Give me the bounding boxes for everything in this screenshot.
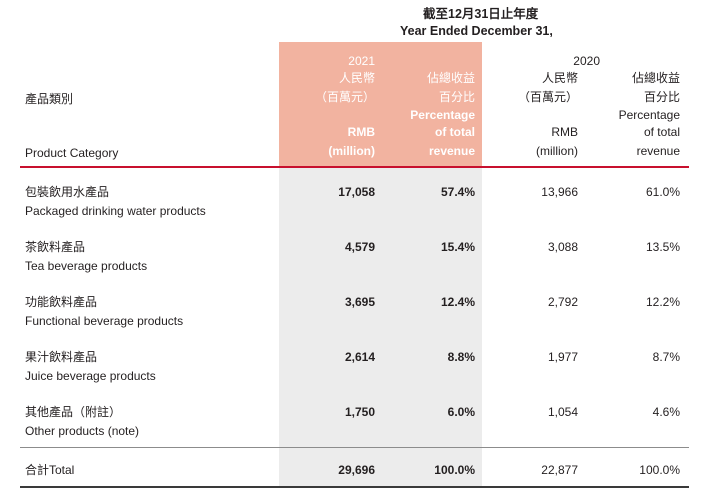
bottom-rule: [20, 486, 689, 488]
pct-zh1-2020: 佔總收益: [631, 71, 680, 85]
pct-2020-value: 13.5%: [645, 240, 680, 254]
pct-en2-2020: of total: [643, 125, 680, 139]
pct-en3-2020: revenue: [636, 144, 680, 158]
category-name-en: Juice beverage products: [25, 369, 156, 383]
category-name-zh: 茶飲料產品: [25, 240, 86, 254]
category-header-en: Product Category: [25, 146, 119, 160]
million-en-2020: (million): [536, 144, 578, 158]
total-pct-2021: 100.0%: [434, 463, 475, 477]
rmb-en-2020: RMB: [551, 125, 578, 139]
period-title-zh: 截至12月31日止年度: [423, 7, 539, 21]
pct-2021-value: 12.4%: [440, 295, 475, 309]
total-rmb-2021: 29,696: [338, 463, 375, 477]
category-name-en: Functional beverage products: [25, 314, 184, 328]
rmb-zh-2021: 人民幣: [338, 71, 375, 85]
category-name-en: Tea beverage products: [25, 259, 148, 273]
pct-zh2-2020: 百分比: [643, 90, 680, 104]
total-label: 合計Total: [25, 463, 75, 477]
pct-2021-value: 6.0%: [447, 405, 475, 419]
category-name-en: Other products (note): [25, 424, 140, 438]
highlight-2021-body: [279, 166, 482, 488]
pct-en3-2021: revenue: [428, 144, 475, 158]
category-name-zh: 功能飲料產品: [25, 295, 98, 309]
pct-zh1-2021: 佔總收益: [426, 71, 475, 85]
rmb-zh-2020: 人民幣: [541, 71, 578, 85]
rmb-2020-value: 1,054: [547, 405, 578, 419]
pct-2021-value: 15.4%: [440, 240, 475, 254]
rmb-2020-value: 2,792: [547, 295, 578, 309]
category-name-zh: 其他產品（附註）: [25, 405, 122, 419]
total-pct-2020: 100.0%: [639, 463, 680, 477]
category-name-zh: 包裝飲用水產品: [25, 185, 110, 199]
header-divider: [20, 166, 689, 168]
category-name-en: Packaged drinking water products: [25, 204, 206, 218]
rmb-2021-value: 2,614: [344, 350, 375, 364]
pct-2021-value: 57.4%: [440, 185, 475, 199]
pct-en1-2021: Percentage: [410, 108, 475, 122]
rmb-2021-value: 4,579: [344, 240, 375, 254]
category-name-zh: 果汁飲料產品: [25, 350, 98, 364]
year-2020: 2020: [573, 54, 600, 68]
total-divider: [20, 447, 689, 448]
pct-en1-2020: Percentage: [618, 108, 680, 122]
pct-2020-value: 12.2%: [645, 295, 680, 309]
year-2021: 2021: [348, 54, 375, 68]
rmb-2021-value: 17,058: [338, 185, 375, 199]
million-zh-2021: （百萬元）: [314, 90, 375, 104]
rmb-2020-value: 1,977: [547, 350, 578, 364]
pct-2020-value: 4.6%: [652, 405, 680, 419]
rmb-2020-value: 13,966: [541, 185, 578, 199]
million-en-2021: (million): [328, 144, 375, 158]
rmb-2020-value: 3,088: [547, 240, 578, 254]
total-rmb-2020: 22,877: [541, 463, 578, 477]
pct-en2-2021: of total: [435, 125, 475, 139]
highlight-2021-header: [279, 42, 482, 166]
rmb-2021-value: 3,695: [344, 295, 375, 309]
pct-zh2-2021: 百分比: [438, 90, 475, 104]
pct-2021-value: 8.8%: [447, 350, 475, 364]
million-zh-2020: （百萬元）: [517, 90, 578, 104]
category-header-zh: 產品類別: [25, 92, 74, 106]
period-title-en: Year Ended December 31,: [400, 24, 553, 38]
rmb-2021-value: 1,750: [344, 405, 375, 419]
pct-2020-value: 8.7%: [652, 350, 680, 364]
pct-2020-value: 61.0%: [645, 185, 680, 199]
rmb-en-2021: RMB: [347, 125, 375, 139]
